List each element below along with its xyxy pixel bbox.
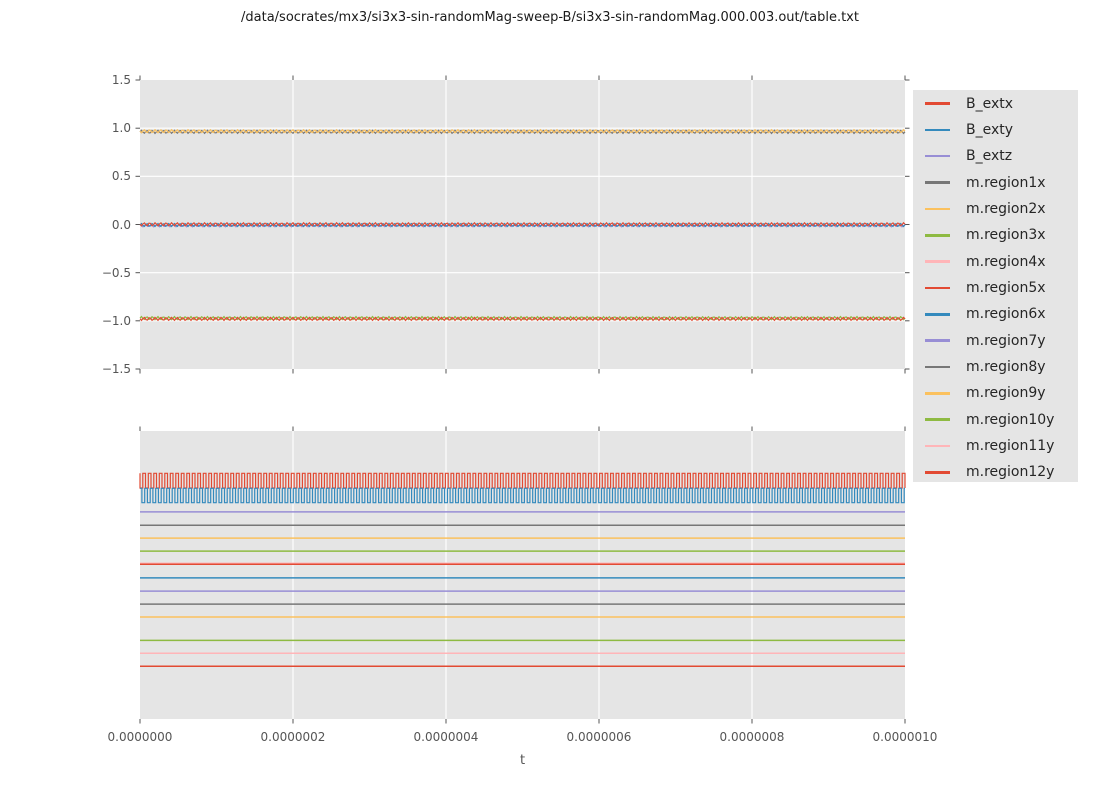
x-axis-label: t <box>519 753 526 768</box>
series-line-m.region3x <box>139 315 906 321</box>
legend: B_extx B_exty B_extz m.region1x m.region2x m.… <box>913 90 1078 482</box>
legend-item-label: m.region6x <box>966 306 1046 323</box>
xtick-label: 0.0000008 <box>719 730 785 744</box>
ytick-label: −0.5 <box>101 265 131 280</box>
ytick-label: −1.5 <box>101 362 131 376</box>
xtick-label: 0.0000002 <box>260 730 326 744</box>
legend-line-swatch <box>925 234 950 237</box>
legend-item: B_extz <box>913 146 1078 166</box>
series-line-B_exty <box>140 487 905 504</box>
legend-item: m.region3x <box>913 225 1078 245</box>
legend-item-label: m.region7y <box>966 332 1046 349</box>
xtick-label: 0.0000000 <box>107 730 173 744</box>
figure-title: /data/socrates/mx3/si3x3-sin-randomMag-s… <box>241 10 859 25</box>
ytick-label: 0.0 <box>111 217 131 232</box>
legend-item-label: B_extx <box>966 95 1014 112</box>
legend-line-swatch <box>925 339 950 342</box>
bottom-canvas <box>139 426 906 724</box>
legend-line-swatch <box>925 128 950 132</box>
ytick-label: 1.0 <box>111 121 131 136</box>
legend-line-swatch <box>925 154 950 158</box>
series-line-B_extx <box>139 472 906 489</box>
legend-item-label: m.region4x <box>966 253 1046 270</box>
legend-item: m.region1x <box>913 173 1078 193</box>
legend-item-label: B_extz <box>966 148 1013 165</box>
legend-item-label: m.region2x <box>966 200 1046 217</box>
legend-item: m.region5x <box>913 278 1078 298</box>
legend-item-label: B_exty <box>966 121 1014 138</box>
ytick-label: 0.5 <box>111 169 131 184</box>
ytick-label: 1.5 <box>111 73 131 87</box>
bottom-subplot <box>139 426 906 724</box>
legend-line-swatch <box>925 286 950 290</box>
legend-item: m.region9y <box>913 383 1078 403</box>
legend-item: m.region4x <box>913 252 1078 272</box>
legend-line-swatch <box>925 418 950 421</box>
legend-item-label: m.region9y <box>966 385 1046 402</box>
legend-item: m.region11y <box>913 436 1078 456</box>
series-line-m.region5x <box>139 221 906 227</box>
legend-item: m.region12y <box>913 462 1078 482</box>
xtick-label: 0.0000004 <box>413 730 479 744</box>
legend-line-swatch <box>925 471 950 474</box>
legend-item: B_exty <box>913 120 1078 140</box>
legend-line-swatch <box>925 365 950 369</box>
legend-item-label: m.region10y <box>966 411 1055 428</box>
xtick-label: 0.0000010 <box>872 730 938 744</box>
legend-item-label: m.region11y <box>966 438 1055 455</box>
legend-item-label: m.region3x <box>966 227 1046 244</box>
legend-item: m.region7y <box>913 331 1078 351</box>
legend-line-swatch <box>925 181 950 184</box>
legend-line-swatch <box>925 207 950 211</box>
legend-item-label: m.region8y <box>966 359 1046 375</box>
legend-line-swatch <box>925 260 950 263</box>
legend-item-label: m.region5x <box>966 279 1046 296</box>
series-line-m.region2x <box>139 128 906 134</box>
legend-item: m.region8y <box>913 357 1078 377</box>
legend-line-swatch <box>925 444 950 448</box>
ytick-label: −1.0 <box>101 313 131 328</box>
legend-item-label: m.region12y <box>966 464 1055 481</box>
top-subplot <box>135 75 910 374</box>
legend-item: m.region6x <box>913 304 1078 324</box>
series-line-B_extx <box>139 316 906 322</box>
legend-item: m.region2x <box>913 199 1078 219</box>
legend-item-label: m.region1x <box>966 174 1046 191</box>
legend-line-swatch <box>925 102 950 105</box>
legend-item: B_extx <box>913 94 1078 114</box>
top-canvas <box>135 75 910 374</box>
legend-line-swatch <box>925 313 950 316</box>
legend-line-swatch <box>925 392 950 395</box>
xtick-label: 0.0000006 <box>566 730 632 744</box>
legend-item: m.region10y <box>913 410 1078 430</box>
